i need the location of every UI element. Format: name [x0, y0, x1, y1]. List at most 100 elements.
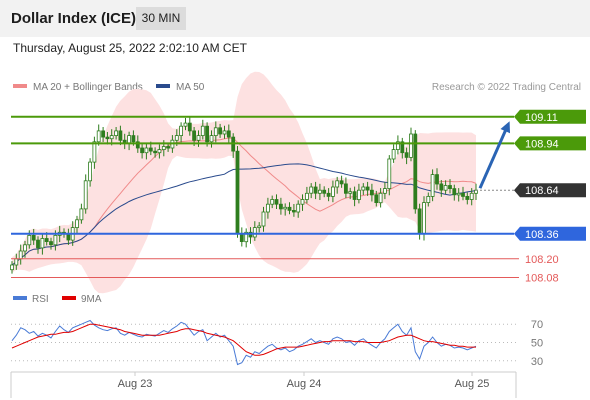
chart-header — [0, 0, 590, 37]
x-tick-label-0: Aug 23 — [118, 378, 153, 390]
candle-body — [218, 127, 223, 135]
candle-body — [131, 135, 136, 143]
candle-body — [426, 195, 431, 203]
candle-body — [96, 130, 101, 143]
legend-label-0: MA 20 + Bollinger Bands — [33, 82, 143, 93]
candle-body — [174, 135, 179, 141]
candle-body — [404, 152, 409, 158]
level-label-108.94: 108.94 — [525, 138, 559, 150]
candle-body — [118, 130, 123, 141]
legend-swatch-0 — [13, 84, 27, 88]
current-price-tag — [514, 183, 586, 198]
candle-body — [109, 135, 114, 140]
ma50-line — [11, 163, 477, 266]
candle-body — [36, 239, 40, 249]
bollinger-band — [12, 71, 476, 294]
candle-body — [10, 264, 14, 271]
candle-body — [49, 241, 53, 246]
level-label-108.20: 108.20 — [525, 254, 559, 266]
candle-body — [79, 208, 84, 221]
candle-body — [395, 141, 400, 151]
x-tick-label-2: Aug 25 — [455, 378, 490, 390]
candle-body — [352, 191, 357, 200]
candle-body — [222, 130, 227, 135]
candle-body — [88, 161, 92, 182]
candle-body — [382, 188, 387, 194]
candle-body — [361, 186, 366, 191]
candle-body — [283, 206, 288, 210]
candle-body — [148, 147, 153, 152]
legend-label-1: MA 50 — [176, 82, 205, 93]
copyright-text: Research © 2022 Trading Central — [432, 82, 581, 93]
candle-body — [387, 158, 392, 190]
candle-body — [101, 130, 105, 138]
level-label-108.08: 108.08 — [525, 273, 559, 285]
candle-body — [313, 186, 318, 194]
current-price-label: 108.64 — [525, 185, 559, 197]
candle-body — [465, 195, 470, 200]
candle-body — [291, 209, 296, 213]
chart-title: Dollar Index (ICE) — [11, 10, 137, 27]
candle-body — [114, 130, 118, 136]
rsi-tick-70: 70 — [531, 319, 543, 331]
candle-body — [196, 135, 201, 141]
candle-body — [304, 192, 309, 200]
level-tag-109.11 — [514, 109, 586, 124]
candle-body — [75, 219, 79, 229]
candle-body — [317, 189, 322, 194]
candle-body — [257, 225, 262, 229]
interval-button[interactable]: 30 MIN — [136, 7, 186, 30]
candle-body — [300, 199, 305, 205]
candle-body — [205, 125, 210, 143]
candle-body — [261, 211, 266, 227]
target-arrow-shaft — [478, 124, 510, 189]
candle-body — [265, 203, 270, 213]
candle-body — [452, 188, 457, 196]
candle-body — [252, 227, 257, 238]
candle-body — [235, 150, 240, 235]
candle-body — [413, 133, 418, 210]
rsi-legend-swatch-0 — [13, 296, 27, 300]
candle-body — [135, 141, 140, 149]
candle-body — [53, 234, 58, 246]
candle-body — [213, 127, 218, 137]
rsi-legend-label-0: RSI — [32, 294, 49, 305]
candle-body — [439, 183, 444, 191]
candle-body — [348, 191, 353, 194]
candle-body — [365, 186, 370, 191]
rsi-legend-swatch-1 — [62, 296, 76, 300]
candle-body — [179, 125, 184, 136]
candle-body — [287, 206, 292, 211]
candle-body — [330, 186, 335, 197]
candle-body — [435, 174, 439, 185]
candle-body — [400, 141, 405, 154]
candle-body — [183, 122, 188, 127]
rsi-series-9ma — [11, 323, 476, 356]
candle-body — [200, 125, 205, 136]
candle-body — [409, 133, 413, 158]
candle-body — [274, 199, 279, 205]
candle-body — [187, 122, 192, 132]
candle-body — [40, 238, 45, 249]
candle-body — [343, 183, 348, 194]
candle-body — [461, 192, 465, 197]
candle-body — [448, 185, 452, 189]
candle-body — [153, 150, 158, 154]
timestamp: Thursday, August 25, 2022 2:02:10 AM CET — [13, 41, 247, 55]
candle-body — [192, 130, 197, 141]
candle-body — [422, 202, 426, 235]
level-label-108.36: 108.36 — [525, 229, 559, 241]
candle-body — [105, 136, 110, 140]
candle-body — [356, 189, 361, 200]
rsi-series-rsi — [11, 319, 477, 366]
candle-body — [417, 208, 422, 235]
level-label-109.11: 109.11 — [525, 112, 558, 124]
candle-body — [83, 180, 88, 210]
candle-body — [270, 199, 275, 205]
candle-body — [430, 174, 435, 197]
rsi-tick-30: 30 — [531, 356, 543, 368]
candle-body — [469, 192, 474, 200]
candle-body — [14, 258, 19, 266]
candle-body — [31, 234, 36, 241]
